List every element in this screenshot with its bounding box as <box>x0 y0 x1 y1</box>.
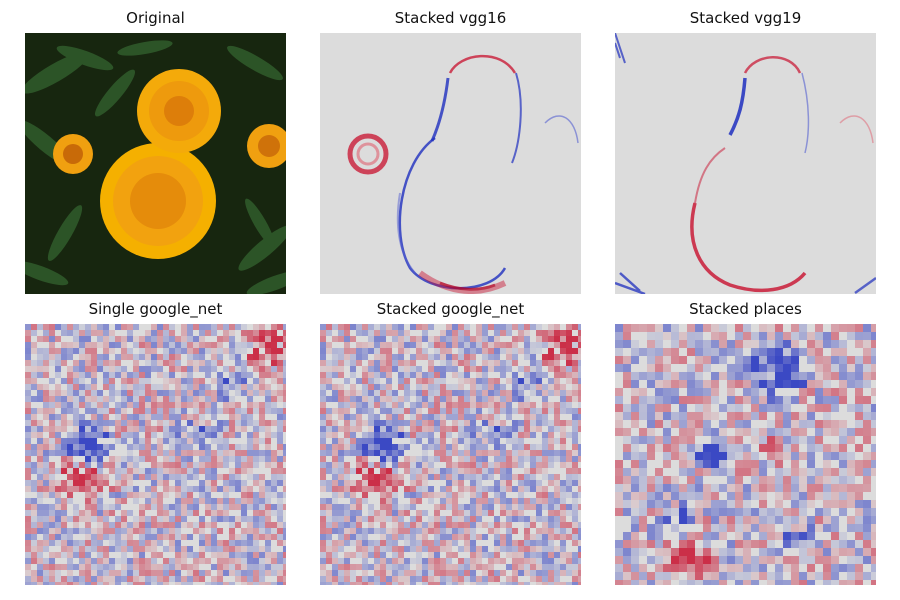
panel-title: Stacked places <box>689 300 802 318</box>
saliency-map-vgg19 <box>615 33 876 294</box>
saliency-map-vgg16 <box>320 33 581 294</box>
saliency-map-stacked-places <box>615 324 876 585</box>
saliency-map-stacked-google-net <box>320 324 581 585</box>
panel-title: Stacked google_net <box>376 300 525 318</box>
panel-title: Original <box>126 9 185 27</box>
saliency-map-single-google-net <box>25 324 286 585</box>
original-image <box>25 33 286 294</box>
panel-title: Stacked vgg16 <box>394 9 507 27</box>
panel-title: Single google_net <box>88 300 223 318</box>
panel-title: Stacked vgg19 <box>689 9 802 27</box>
